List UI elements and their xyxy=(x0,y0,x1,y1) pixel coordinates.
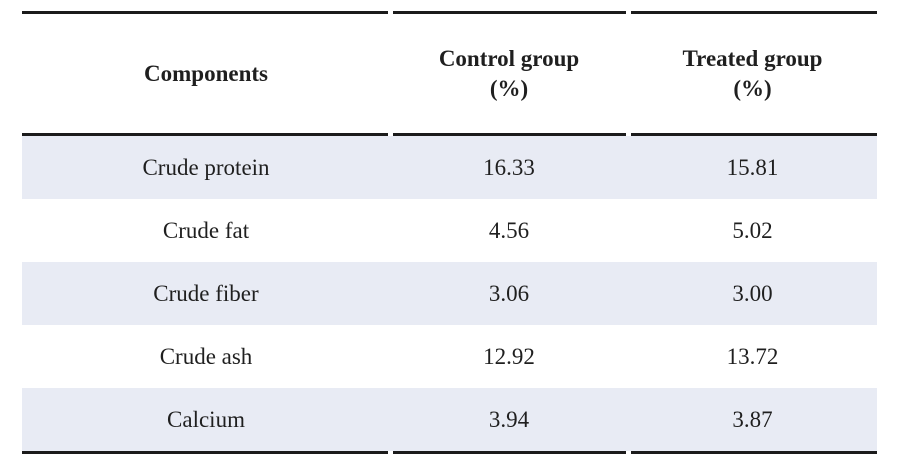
rule-gap xyxy=(626,451,631,454)
table-row-crude-fat: Crude fat 4.56 5.02 xyxy=(22,199,877,262)
rule-gap xyxy=(388,133,393,136)
table-bottom-rule xyxy=(22,451,877,454)
treated-value-cell: 3.87 xyxy=(732,407,773,432)
rule-gap xyxy=(388,451,393,454)
column-header-label: Components xyxy=(144,60,268,86)
table-header-rule xyxy=(22,133,877,136)
table-row-crude-protein: Crude protein 16.33 15.81 xyxy=(22,136,877,199)
column-header-label: Treated group xyxy=(682,45,823,71)
rule-gap xyxy=(626,133,631,136)
component-cell: Calcium xyxy=(167,407,245,432)
treated-value-cell: 13.72 xyxy=(726,344,779,369)
component-cell: Crude ash xyxy=(159,344,253,369)
table-row-crude-ash: Crude ash 12.92 13.72 xyxy=(22,325,877,388)
column-header-components: Components xyxy=(22,14,390,133)
table-header-row: Components Control group (%) Treated gro… xyxy=(22,14,877,133)
treated-value-cell: 3.00 xyxy=(732,281,773,306)
treated-value-cell: 5.02 xyxy=(732,218,773,243)
column-header-unit: (%) xyxy=(733,75,772,101)
rule-gap xyxy=(388,11,393,14)
column-header-treated-group: Treated group (%) xyxy=(628,14,877,133)
table-row-crude-fiber: Crude fiber 3.06 3.00 xyxy=(22,262,877,325)
rule-gap xyxy=(626,11,631,14)
column-header-unit: (%) xyxy=(489,75,529,101)
table-top-rule xyxy=(22,11,877,14)
control-value-cell: 12.92 xyxy=(483,344,535,369)
column-header-control-group: Control group (%) xyxy=(390,14,628,133)
control-value-cell: 3.94 xyxy=(488,407,530,432)
control-value-cell: 3.06 xyxy=(488,281,530,306)
control-value-cell: 16.33 xyxy=(483,155,535,180)
component-cell: Crude fiber xyxy=(153,281,259,306)
table-body: Crude protein 16.33 15.81 Crude fat 4.56… xyxy=(22,136,877,451)
component-cell: Crude fat xyxy=(162,218,250,243)
control-value-cell: 4.56 xyxy=(488,218,530,243)
component-cell: Crude protein xyxy=(142,155,270,180)
column-header-label: Control group xyxy=(438,45,580,71)
treated-value-cell: 15.81 xyxy=(726,155,779,180)
table-row-calcium: Calcium 3.94 3.87 xyxy=(22,388,877,451)
composition-table: Components Control group (%) Treated gro… xyxy=(22,11,877,454)
